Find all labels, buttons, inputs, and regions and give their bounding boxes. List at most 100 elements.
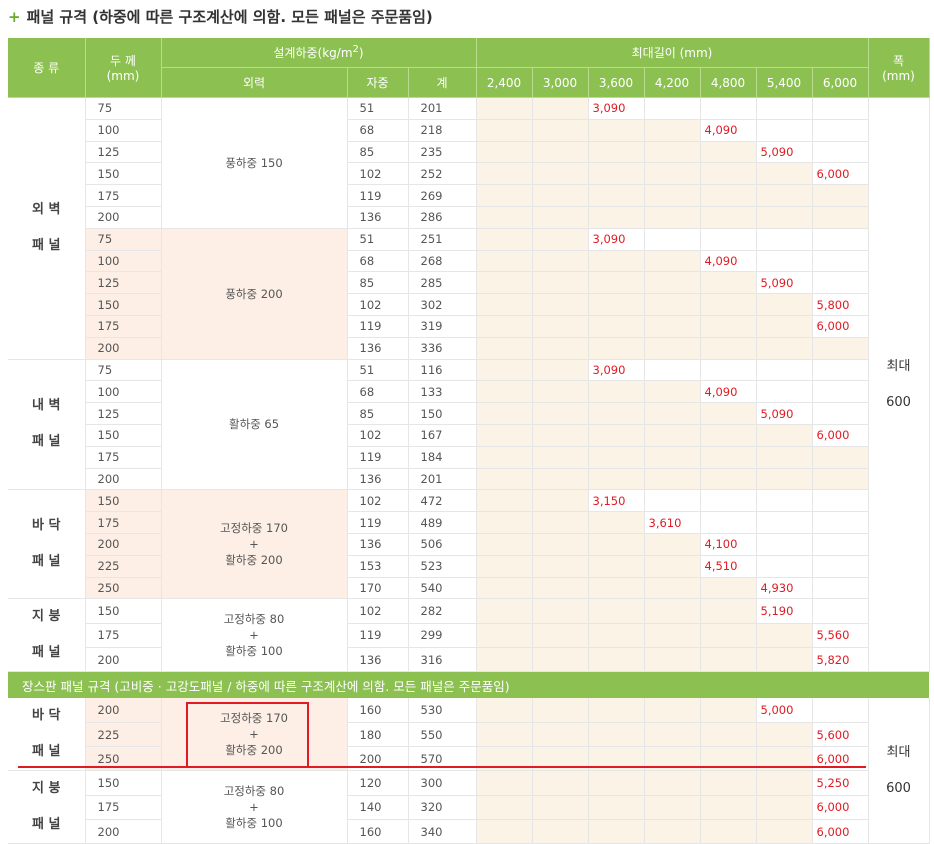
sum-cell: 319 (408, 315, 477, 338)
length-cell-2 (588, 533, 645, 556)
subtitle-row: 장스판 패널 규격 (고비중 · 고강도패널 / 하중에 따른 구조계산에 의함… (8, 671, 929, 699)
category-line-2: 패 널 (32, 434, 61, 450)
length-cell-5 (756, 228, 813, 251)
sum-cell: 282 (408, 598, 477, 624)
thickness-cell: 75 (85, 228, 162, 251)
category-line-1: 외 벽 (32, 202, 61, 218)
length-cell-5 (756, 795, 813, 820)
length-cell-2 (588, 424, 645, 447)
sum-cell: 116 (408, 359, 477, 382)
load-line: + (249, 537, 259, 552)
length-cell-3 (644, 819, 701, 844)
length-cell-0 (476, 184, 533, 207)
self-weight-cell: 120 (347, 770, 409, 796)
length-cell-4: 4,090 (700, 119, 757, 142)
length-cell-4 (700, 97, 757, 120)
length-cell-6: 5,560 (812, 623, 869, 648)
length-cell-0 (476, 698, 533, 723)
length-cell-2 (588, 819, 645, 844)
self-weight-cell: 85 (347, 141, 409, 164)
sum-cell: 316 (408, 647, 477, 673)
thickness-cell: 200 (85, 698, 162, 723)
length-cell-6 (812, 489, 869, 513)
category-line-2: 패 널 (32, 744, 61, 760)
load-line: 풍하중 200 (225, 286, 283, 301)
thickness-cell: 175 (85, 446, 162, 469)
thickness-cell: 150 (85, 424, 162, 447)
header-len-5: 5,400 (756, 67, 813, 98)
thickness-cell: 175 (85, 623, 162, 648)
sum-cell: 530 (408, 698, 477, 723)
table-row: 100 68 133 4,090 (8, 380, 929, 404)
length-cell-3 (644, 402, 701, 425)
length-cell-0 (476, 511, 533, 534)
thickness-cell: 125 (85, 271, 162, 295)
external-load-cell: 고정하중 80 + 활하중 100 (161, 598, 348, 673)
external-load-cell: 풍하중 150 (161, 97, 348, 229)
length-cell-6 (812, 598, 869, 624)
table-row: 150 102 167 6,000 (8, 424, 929, 447)
self-weight-cell: 119 (347, 315, 409, 338)
table-row: 250 170 540 4,930 (8, 577, 929, 600)
length-cell-0 (476, 489, 533, 513)
header-self: 자중 (347, 67, 409, 98)
thickness-cell: 150 (85, 293, 162, 316)
load-line: 고정하중 170 (220, 521, 288, 536)
length-cell-2 (588, 598, 645, 624)
length-cell-6: 6,000 (812, 819, 869, 844)
thickness-cell: 175 (85, 795, 162, 820)
self-weight-cell: 85 (347, 402, 409, 425)
length-cell-2 (588, 184, 645, 207)
length-cell-0 (476, 315, 533, 338)
length-cell-1 (532, 162, 589, 186)
sum-cell: 269 (408, 184, 477, 207)
length-cell-4 (700, 795, 757, 820)
length-cell-1 (532, 359, 589, 382)
thickness-cell: 175 (85, 511, 162, 534)
length-cell-5 (756, 446, 813, 469)
sum-cell: 252 (408, 162, 477, 186)
length-cell-0 (476, 770, 533, 796)
length-cell-3 (644, 293, 701, 316)
length-cell-4 (700, 722, 757, 748)
thickness-cell: 75 (85, 359, 162, 382)
highlight-box-top (186, 702, 309, 704)
length-cell-0 (476, 468, 533, 491)
length-cell-6 (812, 359, 869, 382)
length-cell-0 (476, 577, 533, 600)
length-cell-0 (476, 337, 533, 360)
width-line-2: 600 (886, 780, 911, 796)
length-cell-3 (644, 623, 701, 648)
length-cell-2 (588, 315, 645, 338)
sum-cell: 523 (408, 555, 477, 578)
length-cell-6 (812, 698, 869, 723)
length-cell-5 (756, 722, 813, 748)
self-weight-cell: 136 (347, 647, 409, 673)
length-cell-4: 4,090 (700, 380, 757, 404)
self-weight-cell: 153 (347, 555, 409, 578)
length-cell-5 (756, 206, 813, 229)
self-weight-cell: 102 (347, 162, 409, 186)
length-cell-5 (756, 184, 813, 207)
header-design-load: 설계하중(kg/m2) (161, 38, 477, 68)
length-cell-6 (812, 271, 869, 295)
length-cell-6 (812, 250, 869, 273)
header-external: 외력 (161, 67, 348, 98)
highlight-box-left (186, 702, 188, 766)
thickness-cell: 250 (85, 577, 162, 600)
length-cell-1 (532, 424, 589, 447)
title-text: 패널 규격 (하중에 따른 구조계산에 의함. 모든 패널은 주문품임) (26, 8, 433, 26)
length-cell-0 (476, 623, 533, 648)
length-cell-5: 5,000 (756, 698, 813, 723)
sum-cell: 184 (408, 446, 477, 469)
length-cell-3 (644, 555, 701, 578)
length-cell-5 (756, 119, 813, 142)
length-cell-2: 3,090 (588, 97, 645, 120)
panel-spec-table: 종 류 두 께 (mm) 설계하중(kg/m2) 최대길이 (mm) 폭 (mm) … (8, 38, 930, 844)
self-weight-cell: 102 (347, 489, 409, 513)
length-cell-2 (588, 293, 645, 316)
length-cell-3 (644, 598, 701, 624)
length-cell-3 (644, 271, 701, 295)
